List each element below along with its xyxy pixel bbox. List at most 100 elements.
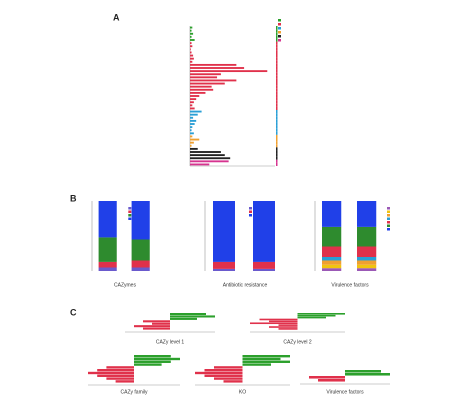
chart-caption: CAZy level 2 — [283, 339, 312, 345]
bar — [214, 366, 243, 369]
group-strip — [276, 125, 278, 129]
group-strip — [276, 57, 278, 61]
group-strip — [276, 116, 278, 120]
group-strip — [276, 113, 278, 117]
bar-segment — [98, 261, 117, 268]
group-strip — [276, 97, 278, 101]
bar — [106, 377, 134, 380]
group-strip — [276, 69, 278, 73]
chart-caption: CAZymes — [114, 282, 136, 288]
bar-segment — [131, 260, 150, 268]
bar-segment — [322, 246, 342, 257]
bar — [297, 314, 336, 317]
bar — [318, 379, 345, 382]
group-strip — [276, 88, 278, 92]
bar — [190, 144, 192, 147]
bar — [190, 79, 237, 82]
bar — [190, 73, 221, 76]
legend-swatch — [278, 27, 281, 30]
bar-segment — [131, 201, 150, 240]
legend-swatch — [387, 210, 390, 213]
bar — [223, 380, 243, 383]
bar — [190, 26, 193, 29]
group-strip — [276, 106, 278, 110]
bar — [88, 371, 134, 375]
group-strip — [276, 26, 278, 30]
bar — [190, 160, 229, 163]
group-strip — [276, 144, 278, 148]
bar — [143, 320, 170, 323]
bar — [190, 116, 194, 119]
bar — [190, 29, 192, 32]
group-strip — [276, 119, 278, 123]
group-strip — [276, 75, 278, 79]
bar — [190, 126, 193, 129]
legend-swatch — [128, 217, 132, 220]
group-strip — [276, 110, 278, 114]
bar — [190, 132, 194, 135]
legend-swatch — [278, 35, 281, 38]
group-strip — [276, 100, 278, 104]
bar — [190, 129, 192, 132]
bar-segment — [98, 201, 117, 238]
bar — [242, 360, 290, 363]
bar — [190, 42, 192, 45]
group-strip — [276, 147, 278, 151]
bar — [134, 360, 171, 363]
bar — [170, 315, 215, 318]
bar — [190, 151, 221, 153]
bar — [190, 51, 192, 54]
bar — [115, 380, 134, 383]
bar — [190, 39, 195, 41]
bar-segment — [213, 268, 235, 271]
bar — [309, 376, 345, 379]
bar — [190, 163, 210, 166]
bar — [190, 104, 193, 107]
bar — [190, 70, 268, 73]
group-strip — [276, 72, 278, 76]
legend-swatch — [128, 210, 132, 213]
legend-swatch — [249, 214, 252, 217]
bar — [190, 107, 195, 110]
panel-label: C — [70, 307, 77, 317]
bar — [242, 357, 281, 361]
group-strip — [276, 153, 278, 157]
bar — [195, 371, 243, 375]
bar — [190, 54, 194, 57]
chart-caption: CAZy level 1 — [156, 339, 185, 345]
legend-swatch — [278, 39, 281, 42]
bar — [297, 316, 326, 319]
bar — [190, 101, 194, 104]
bar-segment — [322, 226, 342, 247]
legend-swatch — [387, 221, 390, 224]
bar — [259, 318, 298, 321]
group-strip — [276, 41, 278, 45]
chart-caption: Virulence factors — [331, 282, 369, 288]
legend-swatch — [387, 217, 390, 220]
group-strip — [276, 78, 278, 82]
group-strip — [276, 162, 278, 166]
bar — [190, 57, 194, 60]
bar-segment — [322, 201, 342, 227]
group-strip — [276, 94, 278, 98]
chart-caption: Antibiotic resistance — [223, 282, 268, 288]
bar-segment — [322, 264, 342, 269]
group-strip — [276, 150, 278, 154]
legend-swatch — [387, 224, 390, 227]
bar-segment — [322, 268, 342, 271]
bar — [190, 45, 193, 48]
bar — [134, 363, 162, 366]
group-strip — [276, 35, 278, 39]
bar-segment — [357, 246, 377, 257]
bar — [106, 366, 134, 369]
bar-segment — [253, 261, 275, 269]
group-strip — [276, 159, 278, 163]
bar — [190, 76, 218, 79]
group-strip — [276, 138, 278, 142]
bar — [269, 326, 298, 328]
bar-segment — [322, 257, 342, 261]
bar-segment — [357, 226, 377, 247]
bar — [190, 113, 198, 116]
bar — [242, 355, 290, 358]
